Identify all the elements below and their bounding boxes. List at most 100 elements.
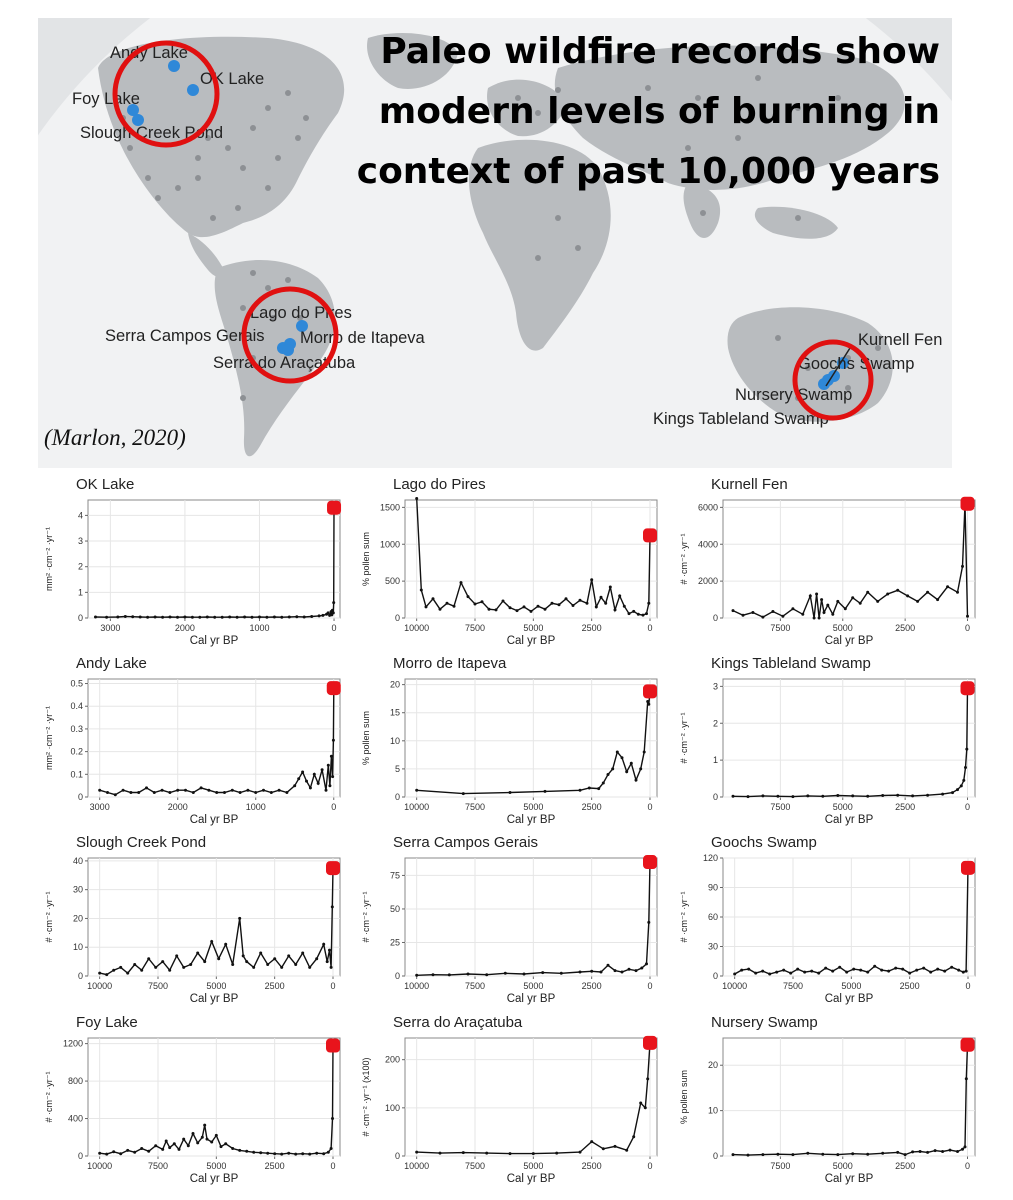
data-point xyxy=(184,788,187,792)
data-point xyxy=(210,1140,214,1144)
data-point xyxy=(599,970,603,974)
australia-landmass xyxy=(727,307,893,422)
data-point xyxy=(851,1152,855,1156)
modern-level-marker xyxy=(961,860,975,875)
data-point xyxy=(224,942,228,946)
data-point xyxy=(838,965,842,969)
data-point xyxy=(831,969,835,973)
data-point xyxy=(815,592,819,596)
data-point xyxy=(578,970,582,974)
data-point xyxy=(746,1153,750,1157)
data-point xyxy=(590,578,594,582)
data-point xyxy=(606,773,610,776)
data-point xyxy=(775,970,779,974)
data-point xyxy=(859,968,863,972)
data-point xyxy=(876,599,880,603)
site-dot xyxy=(805,365,811,371)
y-tick-label: 10 xyxy=(390,736,400,746)
chart-panel: Kings Tableland Swamp 7500 5000 2500 0 0 1 2 3 Ca… xyxy=(675,655,993,837)
data-point xyxy=(641,613,645,617)
data-point xyxy=(806,794,810,798)
data-point xyxy=(632,609,636,613)
data-point xyxy=(243,615,247,619)
data-point xyxy=(963,1145,967,1149)
x-tick-label: 0 xyxy=(965,981,970,991)
data-point xyxy=(487,607,491,611)
data-point xyxy=(642,750,646,754)
chart-title: Foy Lake xyxy=(76,1014,138,1031)
site-dot xyxy=(285,277,291,283)
data-point xyxy=(550,601,554,605)
y-tick-label: 2 xyxy=(713,718,718,728)
data-point xyxy=(138,615,142,619)
site-dot xyxy=(795,215,801,221)
data-point xyxy=(287,954,291,958)
x-tick-label: 2500 xyxy=(900,981,920,991)
headline-line: Paleo wildfire records show xyxy=(380,31,940,72)
plot-area xyxy=(87,499,341,619)
y-tick-label: 0 xyxy=(713,613,718,623)
data-point xyxy=(203,1123,207,1127)
data-point xyxy=(133,1150,137,1154)
x-tick-label: 2500 xyxy=(895,623,915,633)
site-marker xyxy=(132,114,144,126)
data-point xyxy=(190,615,194,619)
y-tick-label: 0.3 xyxy=(70,724,83,734)
data-point xyxy=(625,1148,629,1152)
x-tick-label: 10000 xyxy=(404,1161,429,1171)
site-dot xyxy=(250,125,256,131)
site-dot xyxy=(145,175,151,181)
data-point xyxy=(196,951,200,955)
africa-landmass xyxy=(468,139,611,351)
data-point xyxy=(508,1152,512,1156)
x-tick-label: 0 xyxy=(647,623,652,633)
x-tick-label: 2500 xyxy=(895,802,915,812)
y-tick-label: 0 xyxy=(78,792,83,802)
y-tick-label: 0 xyxy=(713,971,718,981)
data-point xyxy=(331,611,335,615)
y-tick-label: 75 xyxy=(390,870,400,880)
x-tick-label: 7500 xyxy=(770,802,790,812)
north-america-landmass xyxy=(98,36,345,238)
y-tick-label: 0 xyxy=(395,971,400,981)
data-point xyxy=(776,1152,780,1156)
site-label: Serra Campos Gerais xyxy=(105,327,265,345)
data-point xyxy=(961,1147,964,1151)
data-point xyxy=(950,965,954,969)
data-point xyxy=(199,786,203,790)
y-axis-label: # ·cm⁻² ·yr⁻¹ xyxy=(361,892,371,943)
data-point xyxy=(308,965,312,969)
x-axis-label: Cal yr BP xyxy=(507,814,556,826)
data-point xyxy=(555,1151,559,1155)
data-point xyxy=(964,1077,968,1081)
data-point xyxy=(508,606,512,610)
data-point xyxy=(936,967,940,971)
plot-area xyxy=(404,857,658,977)
data-point xyxy=(265,615,269,619)
y-tick-label: 400 xyxy=(68,1114,83,1124)
x-axis-label: Cal yr BP xyxy=(507,635,556,647)
data-point xyxy=(645,612,648,616)
data-point xyxy=(154,965,158,969)
chart-svg: 7500 5000 2500 0 0 10 20 Cal yr BP % pollen sum xyxy=(679,1037,976,1185)
data-point xyxy=(147,957,151,961)
data-point xyxy=(636,612,640,616)
data-point xyxy=(140,968,144,972)
x-tick-label: 5000 xyxy=(833,623,853,633)
data-point xyxy=(731,794,735,798)
data-point xyxy=(956,788,959,792)
data-point xyxy=(803,970,807,974)
y-axis-label: # ·cm⁻² ·yr⁻¹ xyxy=(679,892,689,943)
greenland-landmass xyxy=(367,33,458,89)
y-tick-label: 20 xyxy=(73,913,83,923)
data-point xyxy=(231,963,235,966)
x-tick-label: 0 xyxy=(330,981,335,991)
x-tick-label: 5000 xyxy=(206,1161,226,1171)
x-axis-label: Cal yr BP xyxy=(507,1173,556,1185)
data-point xyxy=(880,968,884,972)
data-point xyxy=(771,610,775,613)
x-tick-label: 10000 xyxy=(87,1161,112,1171)
data-point xyxy=(808,594,812,598)
data-point xyxy=(315,1151,319,1155)
data-point xyxy=(207,788,211,792)
